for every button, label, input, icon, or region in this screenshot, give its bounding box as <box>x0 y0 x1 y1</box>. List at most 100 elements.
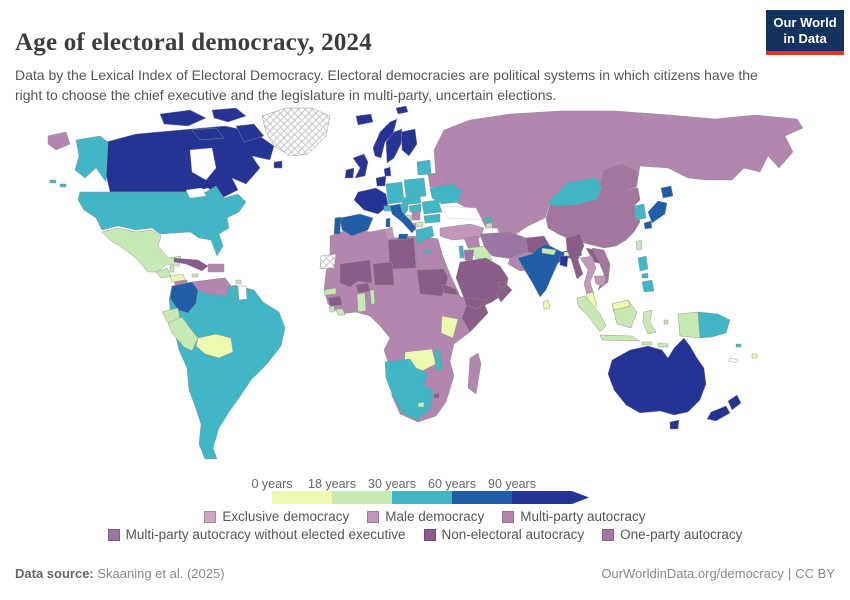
country-japan-kyushu[interactable] <box>643 220 653 230</box>
country-north-korea[interactable] <box>627 187 641 207</box>
country-north-macedonia[interactable] <box>416 221 424 228</box>
license-link[interactable]: CC BY <box>795 566 835 581</box>
country-canada-baffin[interactable] <box>235 123 265 143</box>
country-uk[interactable] <box>352 153 369 179</box>
country-canada-newfoundland[interactable] <box>273 160 283 169</box>
country-turkey[interactable] <box>439 223 485 241</box>
country-australia-tasmania[interactable] <box>669 419 680 430</box>
country-madagascar[interactable] <box>467 352 482 395</box>
scale-segment-18-30[interactable] <box>332 491 392 504</box>
country-baltics[interactable] <box>416 159 432 176</box>
country-nepal[interactable] <box>541 247 557 256</box>
country-liberia[interactable] <box>335 308 346 316</box>
country-portugal[interactable] <box>333 216 342 235</box>
country-cambodia[interactable] <box>593 275 607 287</box>
legend-item-one-party-autocracy[interactable]: One-party autocracy <box>602 527 742 542</box>
country-solomon-islands[interactable] <box>735 343 742 348</box>
legend-item-multi-party-autocracy-no-exec[interactable]: Multi-party autocracy without elected ex… <box>107 527 406 542</box>
country-western-sahara[interactable] <box>319 253 337 270</box>
country-bolivia[interactable] <box>195 333 234 359</box>
country-canada-arctic-3[interactable] <box>191 127 225 141</box>
country-philippines-visayas[interactable] <box>641 272 649 279</box>
country-guyana[interactable] <box>227 284 239 301</box>
country-malawi[interactable] <box>433 348 443 371</box>
country-denmark[interactable] <box>383 166 392 177</box>
country-myanmar[interactable] <box>565 233 585 280</box>
country-germany[interactable] <box>385 181 405 205</box>
country-philippines-mindanao[interactable] <box>641 279 655 293</box>
country-usa-aleutians[interactable] <box>49 179 67 188</box>
country-georgia[interactable] <box>483 216 493 223</box>
country-honduras[interactable] <box>169 273 186 283</box>
country-bangladesh[interactable] <box>559 255 569 268</box>
country-mali[interactable] <box>339 259 373 288</box>
country-indonesia-sulawesi[interactable] <box>642 309 657 335</box>
country-sweden[interactable] <box>385 128 403 164</box>
country-japan-hokkaido[interactable] <box>660 185 674 199</box>
country-iceland[interactable] <box>355 113 374 126</box>
country-sudan[interactable] <box>416 268 449 297</box>
country-tunisia[interactable] <box>383 226 395 241</box>
country-belarus[interactable] <box>427 171 449 188</box>
country-indonesia-lesser-sunda[interactable] <box>641 319 669 348</box>
country-ghana[interactable] <box>356 292 367 313</box>
legend-item-male-democracy[interactable]: Male democracy <box>367 509 484 524</box>
country-ukraine[interactable] <box>429 183 463 205</box>
country-hungary[interactable] <box>408 203 422 213</box>
country-svalbard[interactable] <box>395 106 409 115</box>
country-eritrea[interactable] <box>441 283 459 296</box>
country-philippines-luzon[interactable] <box>637 255 649 272</box>
country-syria[interactable] <box>463 235 481 249</box>
country-serbia[interactable] <box>411 210 421 221</box>
country-australia[interactable] <box>607 337 707 416</box>
country-new-zealand-north[interactable] <box>727 394 742 411</box>
country-malaysia-borneo[interactable] <box>611 299 631 311</box>
country-guinea[interactable] <box>327 295 343 307</box>
country-yemen[interactable] <box>463 297 489 310</box>
country-fiji[interactable] <box>751 353 758 359</box>
country-sierra-leone[interactable] <box>328 305 336 313</box>
country-finland[interactable] <box>400 128 418 157</box>
legend-item-non-electoral-autocracy[interactable]: Non-electoral autocracy <box>423 527 584 542</box>
country-israel[interactable] <box>458 245 465 259</box>
country-thailand[interactable] <box>579 255 597 299</box>
country-peru[interactable] <box>167 316 199 352</box>
data-source-value[interactable]: Skaaning et al. (2025) <box>93 566 225 581</box>
country-mongolia[interactable] <box>547 177 603 207</box>
country-jamaica[interactable] <box>191 273 199 278</box>
region-russia-far-east-wrap[interactable] <box>47 131 71 151</box>
country-uae[interactable] <box>497 281 507 288</box>
country-hispaniola[interactable] <box>207 263 225 273</box>
country-sicily[interactable] <box>397 233 409 240</box>
country-canada-arctic-2[interactable] <box>211 107 247 123</box>
country-greenland[interactable] <box>261 107 331 157</box>
country-papua-new-guinea[interactable] <box>697 311 731 339</box>
scale-segment-30-60[interactable] <box>392 491 452 504</box>
region-south-america[interactable] <box>168 277 286 460</box>
country-lesotho[interactable] <box>417 401 425 408</box>
country-sardinia[interactable] <box>385 217 391 228</box>
country-armenia[interactable] <box>485 222 492 229</box>
scale-segment-60-90[interactable] <box>452 491 512 504</box>
country-niger[interactable] <box>372 261 395 286</box>
country-sri-lanka[interactable] <box>542 299 551 310</box>
country-new-caledonia[interactable] <box>728 357 739 364</box>
country-trinidad[interactable] <box>235 279 242 285</box>
country-indonesia-sumatra[interactable] <box>576 295 607 333</box>
legend-item-exclusive-democracy[interactable]: Exclusive democracy <box>204 509 349 524</box>
owid-link[interactable]: OurWorldinData.org/democracy <box>601 566 784 581</box>
country-usa[interactable] <box>77 185 247 257</box>
country-poland[interactable] <box>403 177 427 199</box>
country-benin[interactable] <box>369 289 376 305</box>
country-cuba[interactable] <box>173 257 209 272</box>
country-italy[interactable] <box>389 203 417 234</box>
country-taiwan[interactable] <box>635 239 643 251</box>
country-ireland[interactable] <box>344 167 355 179</box>
country-greece[interactable] <box>415 225 435 246</box>
country-spain[interactable] <box>339 213 374 237</box>
scale-segment-0-18[interactable] <box>272 491 332 504</box>
country-indonesia-papua[interactable] <box>677 311 701 339</box>
country-benelux[interactable] <box>375 175 387 187</box>
country-czech-slovakia[interactable] <box>401 195 422 206</box>
scale-segment-90-plus[interactable] <box>512 491 572 504</box>
